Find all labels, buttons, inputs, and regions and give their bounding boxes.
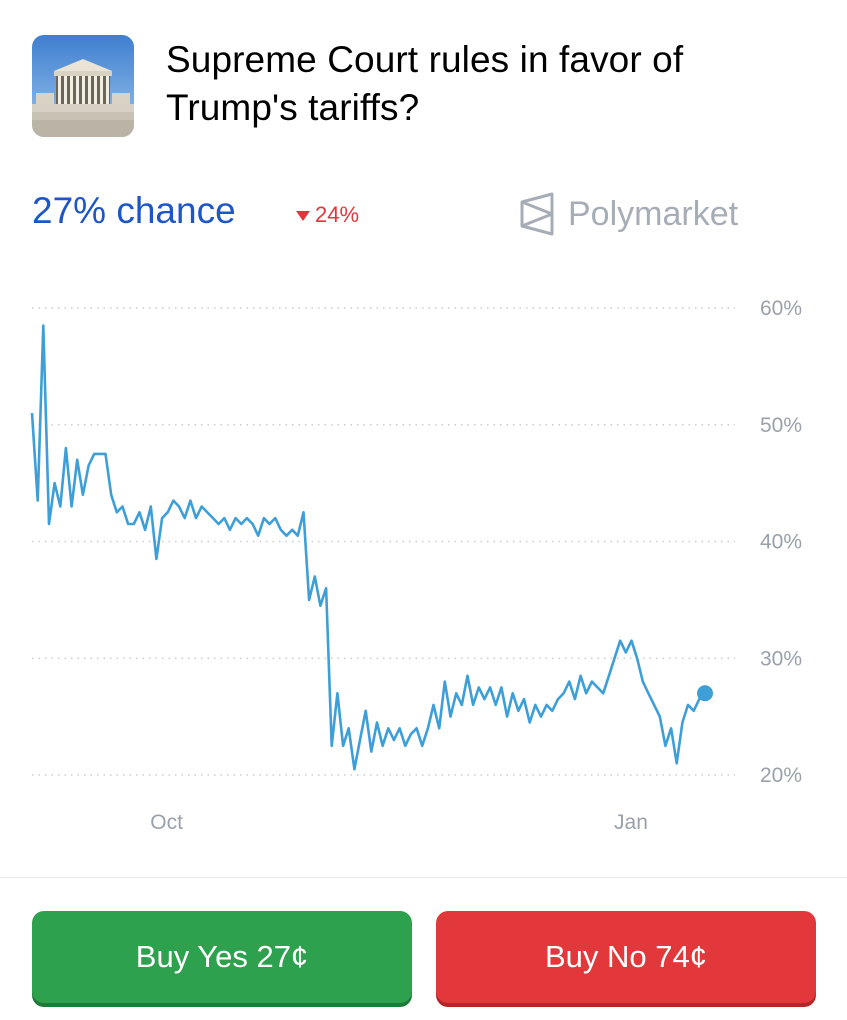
- y-tick-label: 60%: [760, 297, 802, 320]
- change-indicator: 24%: [296, 202, 359, 228]
- x-tick-label: Jan: [614, 811, 648, 834]
- change-value: 24%: [315, 202, 360, 227]
- divider: [0, 877, 847, 878]
- x-tick-label: Oct: [150, 811, 183, 834]
- market-title-line-2: Trump's tariffs?: [166, 87, 420, 128]
- polymarket-logo-icon: [520, 192, 554, 236]
- brand-name: Polymarket: [568, 194, 739, 233]
- current-price-dot: [697, 685, 713, 702]
- market-title-line-1: Supreme Court rules in favor of: [166, 39, 684, 80]
- buy-no-label: Buy No 74¢: [545, 939, 707, 974]
- y-tick-label: 40%: [760, 531, 802, 554]
- y-tick-label: 20%: [760, 764, 802, 787]
- price-line: [30, 324, 706, 771]
- market-title: Supreme Court rules in favor of Trump's …: [166, 36, 806, 132]
- buy-yes-button[interactable]: Buy Yes 27¢: [32, 911, 412, 1003]
- price-history-chart: 60% 50% 40% 30% 20% Oct Jan: [30, 297, 802, 834]
- polymarket-brand[interactable]: Polymarket: [518, 192, 738, 236]
- y-tick-label: 30%: [760, 647, 802, 670]
- down-triangle-icon: [296, 211, 310, 221]
- buy-yes-label: Buy Yes 27¢: [135, 939, 309, 974]
- y-tick-label: 50%: [760, 414, 802, 437]
- market-thumbnail: [32, 35, 134, 137]
- supreme-court-building-image: [32, 35, 134, 137]
- chance-percentage: 27% chance: [32, 190, 236, 231]
- buy-no-button[interactable]: Buy No 74¢: [436, 911, 816, 1003]
